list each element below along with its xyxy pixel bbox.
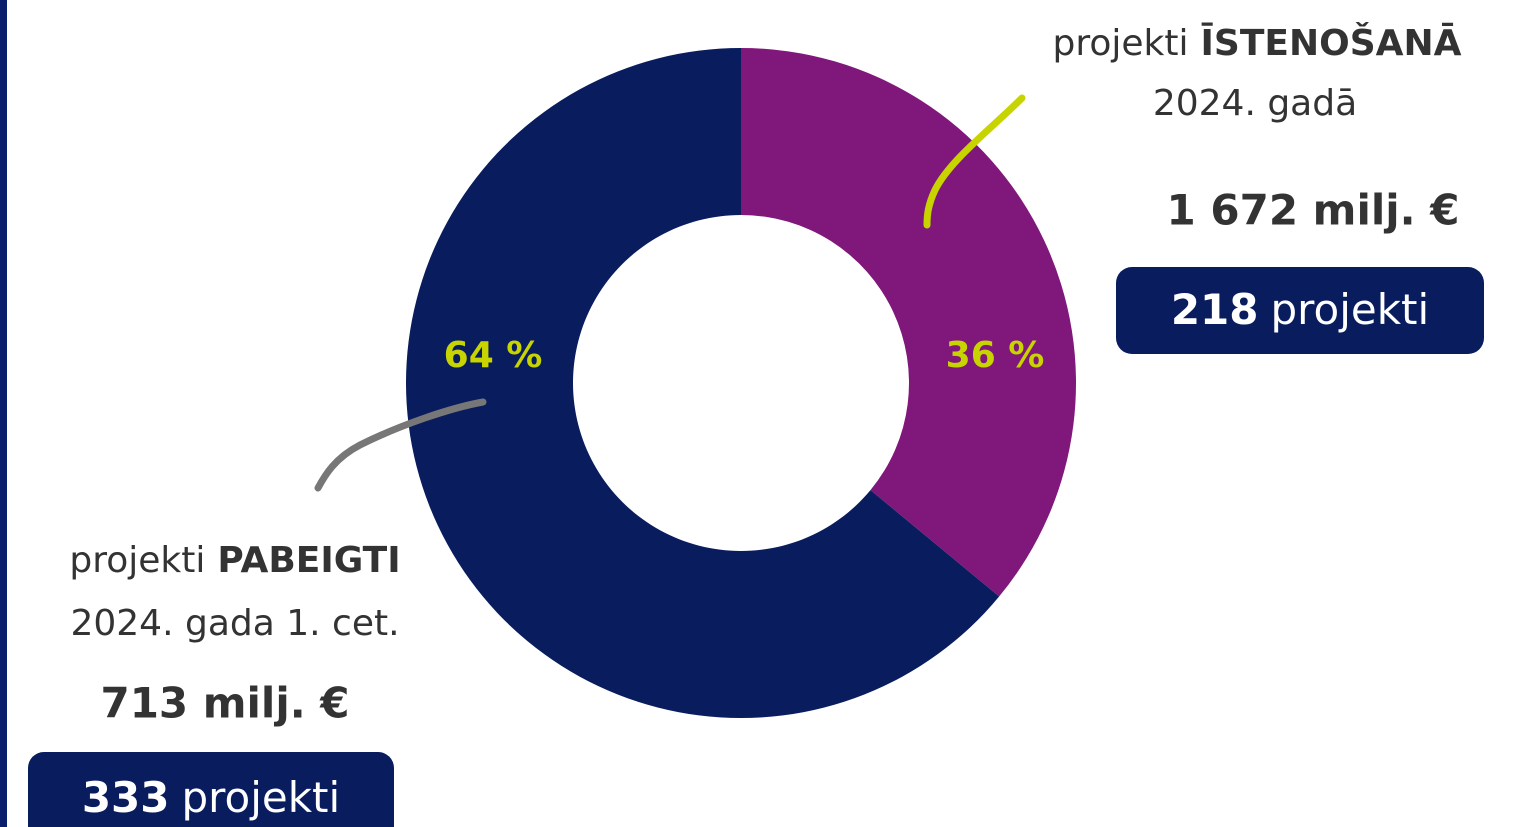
count-text: 218 projekti [1171, 285, 1429, 334]
count-unit: projekti [1271, 285, 1430, 334]
annotation-prefix: projekti [69, 540, 205, 581]
leader-line [314, 398, 487, 492]
count-text: 333 projekti [82, 773, 340, 822]
annotation-prefix: projekti [1053, 23, 1189, 64]
slice [405, 48, 1000, 718]
leader-line [923, 94, 1026, 229]
count-number: 218 [1171, 285, 1259, 334]
data-label: 36 % [946, 335, 1045, 376]
count-unit: projekti [182, 773, 341, 822]
left-border [0, 0, 7, 827]
annotation-period: 2024. gadā [1153, 83, 1357, 124]
count-badge [1116, 267, 1484, 354]
count-badge [28, 752, 394, 827]
annotation-heading: projekti PABEIGTI [69, 540, 400, 581]
annotation-amount: 713 milj. € [100, 679, 349, 728]
annotation-period: 2024. gada 1. cet. [70, 603, 399, 644]
count-number: 333 [82, 773, 170, 822]
donut [405, 48, 1076, 718]
data-label: 64 % [444, 335, 543, 376]
annotation-emphasis: PABEIGTI [217, 540, 400, 581]
annotation-amount: 1 672 milj. € [1167, 186, 1460, 235]
slice [741, 48, 1076, 597]
annotation-heading: projekti ĪSTENOŠANĀ [1053, 22, 1462, 64]
annotation-emphasis: ĪSTENOŠANĀ [1201, 22, 1462, 64]
